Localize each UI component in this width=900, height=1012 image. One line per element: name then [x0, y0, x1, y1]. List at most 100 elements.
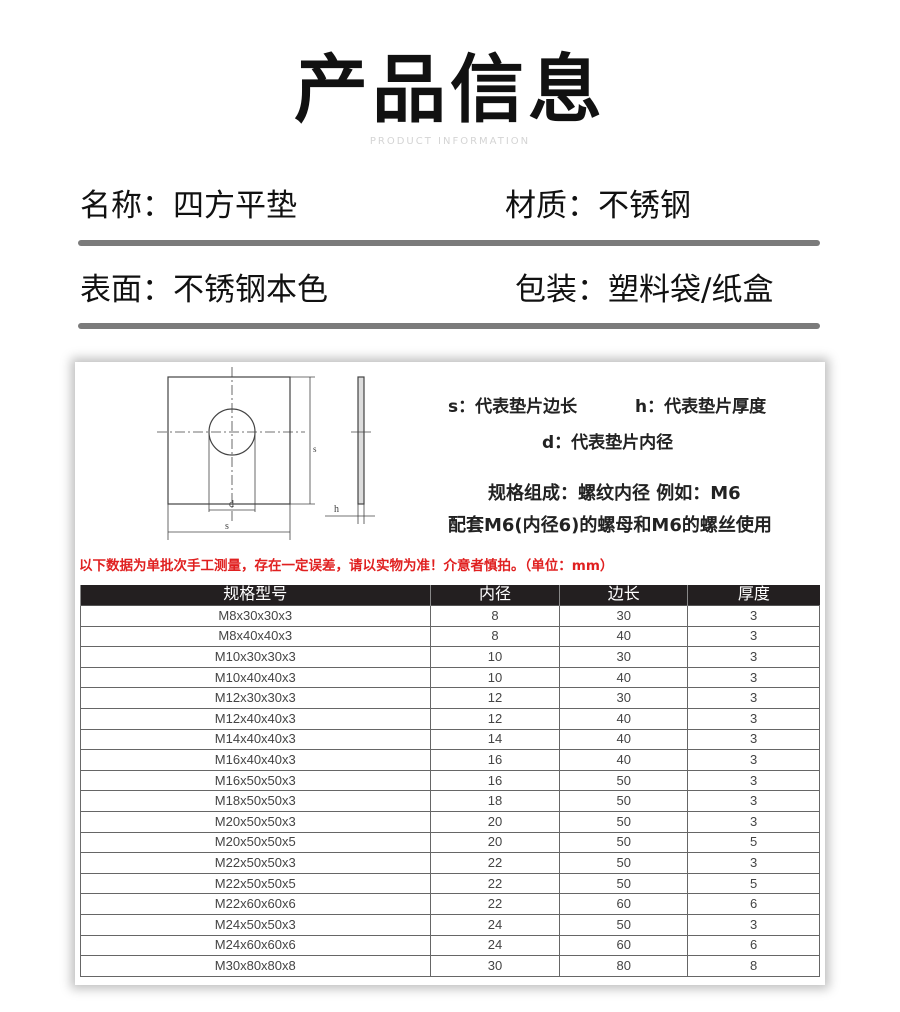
cell-inner-diameter: 14 — [429, 728, 561, 751]
table-row: M12x30x30x3 12 30 3 — [80, 687, 820, 709]
cell-model: M8x30x30x3 — [80, 605, 431, 627]
header-thickness: 厚度 — [687, 585, 820, 606]
cell-thickness: 3 — [687, 810, 820, 833]
cell-thickness: 3 — [687, 852, 820, 874]
cell-thickness: 3 — [687, 666, 820, 689]
cell-inner-diameter: 16 — [429, 749, 561, 771]
cell-thickness: 3 — [687, 749, 820, 771]
label-s: s — [225, 521, 229, 532]
table-row: M16x40x40x3 16 40 3 — [80, 749, 820, 771]
cell-thickness: 3 — [687, 790, 820, 812]
cell-model: M24x50x50x3 — [80, 913, 431, 936]
table-row: M20x50x50x5 20 50 5 — [80, 831, 820, 854]
header-inner-diameter: 内径 — [429, 585, 560, 606]
cell-model: M20x50x50x3 — [80, 810, 431, 833]
legend-d: d：代表垫片内径 — [542, 433, 674, 453]
spec-card: d s s h s：代表垫片边长 h：代表垫片厚度 d：代表垫片内径 规格组成：… — [75, 362, 825, 985]
cell-inner-diameter: 20 — [429, 810, 561, 833]
table-row: M24x50x50x3 24 50 3 — [80, 913, 820, 936]
cell-thickness: 3 — [687, 728, 820, 751]
product-surface: 表面：不锈钢本色 — [80, 272, 328, 308]
product-packaging: 包装：塑料袋/纸盒 — [515, 272, 774, 308]
table-row: M8x30x30x3 8 30 3 — [80, 605, 820, 627]
table-row: M12x40x40x3 12 40 3 — [80, 707, 820, 730]
cell-model: M16x40x40x3 — [80, 749, 431, 771]
cell-model: M22x60x60x6 — [80, 893, 431, 915]
cell-model: M16x50x50x3 — [80, 769, 431, 792]
cell-model: M8x40x40x3 — [80, 625, 431, 648]
table-header-row: 规格型号 内径 边长 厚度 — [80, 585, 820, 606]
cell-side-length: 40 — [559, 728, 689, 751]
cell-side-length: 80 — [559, 955, 689, 977]
cell-thickness: 3 — [687, 605, 820, 627]
cell-model: M18x50x50x3 — [80, 790, 431, 812]
cell-side-length: 40 — [559, 749, 689, 771]
cell-side-length: 50 — [559, 790, 689, 812]
divider — [78, 323, 820, 329]
cell-inner-diameter: 8 — [429, 605, 561, 627]
washer-front-outline — [167, 376, 291, 505]
page-subtitle: PRODUCT INFORMATION — [369, 136, 531, 147]
cell-inner-diameter: 8 — [429, 625, 561, 648]
measurement-note: 以下数据为单批次手工测量，存在一定误差，请以实物为准！介意者慎拍。（单位：mm） — [79, 558, 614, 574]
table-row: M10x40x40x3 10 40 3 — [80, 666, 820, 689]
table-row: M18x50x50x3 18 50 3 — [80, 790, 820, 812]
cell-thickness: 6 — [687, 934, 820, 957]
cell-inner-diameter: 10 — [429, 666, 561, 689]
cell-side-length: 50 — [559, 913, 689, 936]
cell-side-length: 50 — [559, 872, 689, 895]
cell-inner-diameter: 10 — [429, 646, 561, 668]
cell-inner-diameter: 22 — [429, 852, 561, 874]
cell-model: M14x40x40x3 — [80, 728, 431, 751]
washer-diagram: d s s h — [157, 367, 375, 540]
cell-model: M20x50x50x5 — [80, 831, 431, 854]
cell-thickness: 3 — [687, 769, 820, 792]
table-row: M16x50x50x3 16 50 3 — [80, 769, 820, 792]
cell-inner-diameter: 16 — [429, 769, 561, 792]
cell-side-length: 50 — [559, 831, 689, 854]
cell-model: M24x60x60x6 — [80, 934, 431, 957]
cell-side-length: 50 — [559, 769, 689, 792]
cell-thickness: 3 — [687, 707, 820, 730]
cell-side-length: 60 — [559, 893, 689, 915]
washer-side-outline — [357, 376, 365, 505]
cell-side-length: 40 — [559, 666, 689, 689]
cell-inner-diameter: 22 — [429, 872, 561, 895]
cell-thickness: 5 — [687, 872, 820, 895]
table-row: M14x40x40x3 14 40 3 — [80, 728, 820, 751]
table-row: M24x60x60x6 24 60 6 — [80, 934, 820, 957]
cell-inner-diameter: 22 — [429, 893, 561, 915]
spec-line-1: 规格组成：螺纹内径 例如：M6 — [488, 483, 741, 504]
cell-side-length: 40 — [559, 707, 689, 730]
cell-side-length: 40 — [559, 625, 689, 648]
cell-inner-diameter: 30 — [429, 955, 561, 977]
table-row: M20x50x50x3 20 50 3 — [80, 810, 820, 833]
cell-inner-diameter: 18 — [429, 790, 561, 812]
cell-side-length: 30 — [559, 687, 689, 709]
label-h: h — [334, 504, 339, 515]
page-title: 产品信息 — [294, 47, 606, 133]
divider — [78, 240, 820, 246]
label-s-vertical: s — [313, 444, 317, 454]
cell-inner-diameter: 12 — [429, 707, 561, 730]
cell-thickness: 3 — [687, 687, 820, 709]
table-row: M10x30x30x3 10 30 3 — [80, 646, 820, 668]
legend-s: s：代表垫片边长 — [448, 397, 578, 417]
cell-thickness: 8 — [687, 955, 820, 977]
cell-model: M12x30x30x3 — [80, 687, 431, 709]
spec-table: 规格型号 内径 边长 厚度 M8x30x30x3 8 30 3 M8x40x40x3 8 4… — [80, 585, 820, 977]
cell-inner-diameter: 24 — [429, 934, 561, 957]
table-row: M30x80x80x8 30 80 8 — [80, 955, 820, 977]
product-material: 材质：不锈钢 — [505, 188, 691, 224]
product-name: 名称：四方平垫 — [80, 188, 297, 224]
cell-model: M10x40x40x3 — [80, 666, 431, 689]
cell-thickness: 6 — [687, 893, 820, 915]
cell-thickness: 5 — [687, 831, 820, 854]
cell-side-length: 30 — [559, 646, 689, 668]
cell-thickness: 3 — [687, 625, 820, 648]
table-row: M22x50x50x3 22 50 3 — [80, 852, 820, 874]
cell-thickness: 3 — [687, 646, 820, 668]
cell-side-length: 30 — [559, 605, 689, 627]
table-row: M8x40x40x3 8 40 3 — [80, 625, 820, 648]
cell-model: M22x50x50x3 — [80, 852, 431, 874]
